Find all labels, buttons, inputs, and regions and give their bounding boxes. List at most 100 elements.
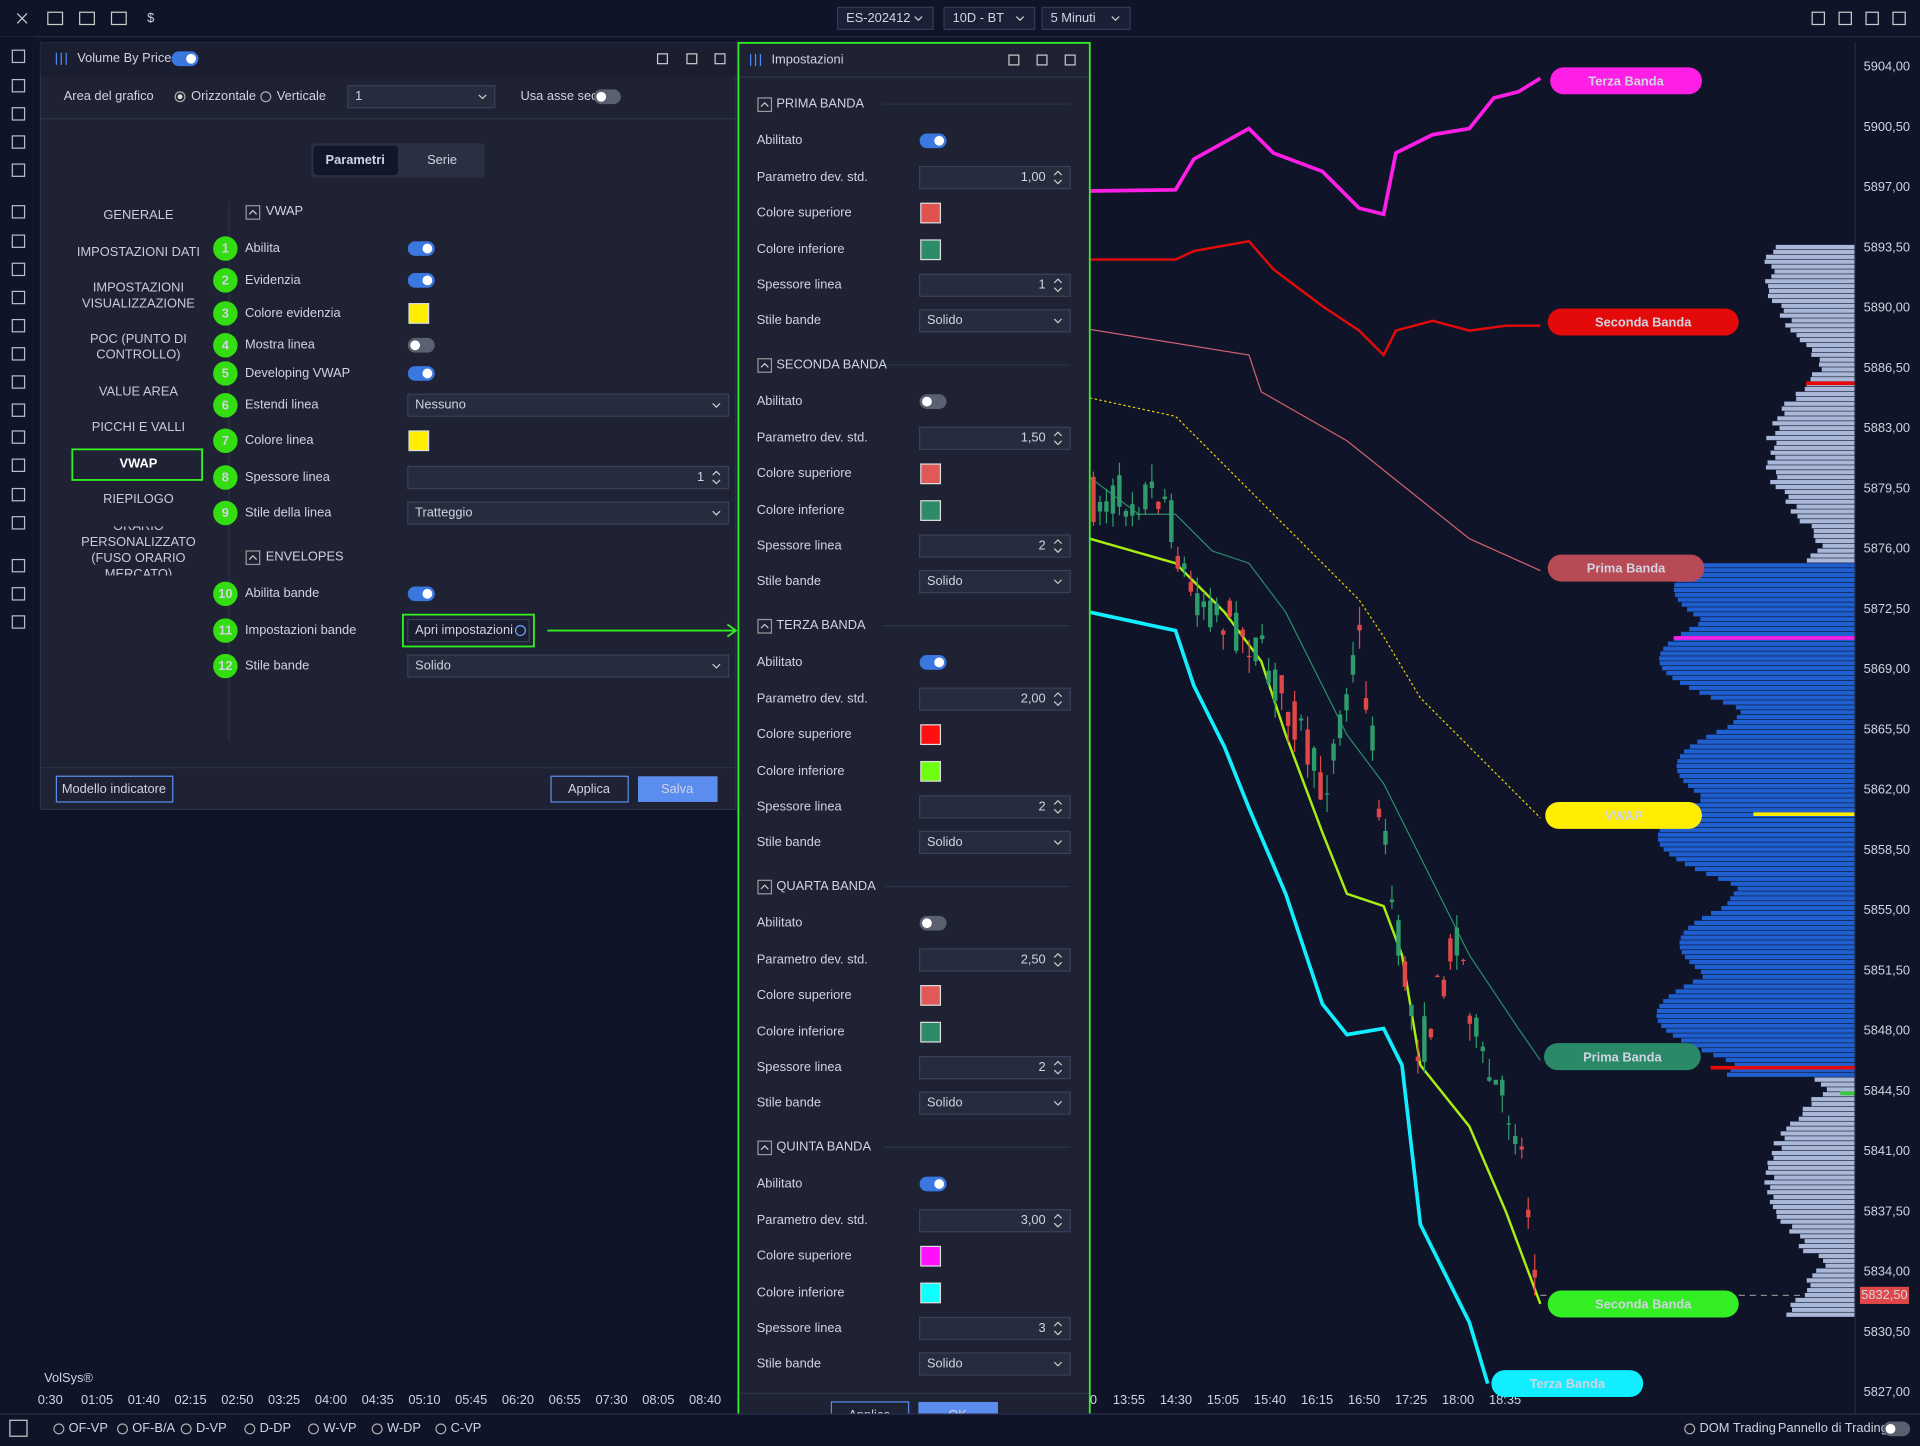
toggle[interactable] xyxy=(407,273,435,288)
window-control[interactable] xyxy=(686,53,698,65)
nav-label[interactable]: ORARIO PERSONALIZZATO (FUSO ORARIO MERCA… xyxy=(81,526,196,576)
nav-item[interactable]: IMPOSTAZIONI DATI xyxy=(65,228,212,277)
toggle[interactable] xyxy=(407,366,435,381)
color-swatch[interactable] xyxy=(920,463,942,485)
tool-icon[interactable] xyxy=(11,587,26,601)
nav-item[interactable]: PICCHI E VALLI xyxy=(65,403,212,452)
toggle[interactable] xyxy=(593,89,621,105)
window-control[interactable] xyxy=(714,53,726,65)
window-icon[interactable] xyxy=(1865,11,1879,26)
nav-label[interactable]: IMPOSTAZIONI DATI xyxy=(76,244,200,259)
nav-item[interactable]: RIEPILOGO xyxy=(65,475,212,524)
collapse-icon[interactable] xyxy=(757,618,773,634)
save-button[interactable] xyxy=(637,776,718,802)
nav-label[interactable]: VALUE AREA xyxy=(98,383,178,399)
toggle[interactable] xyxy=(407,241,435,256)
toggle[interactable] xyxy=(171,51,199,67)
tool-icon[interactable] xyxy=(11,558,26,573)
spinner[interactable]: 1 xyxy=(918,273,1071,297)
dropdown[interactable]: Solido xyxy=(918,569,1071,594)
nav-item[interactable]: POC (PUNTO DI CONTROLLO) xyxy=(65,323,212,372)
window-control[interactable] xyxy=(656,53,668,65)
tab-active[interactable] xyxy=(313,145,399,176)
dropdown[interactable]: Nessuno xyxy=(407,393,730,417)
dropdown[interactable]: 1 xyxy=(347,85,496,109)
radio[interactable] xyxy=(1684,1423,1696,1435)
tool-icon[interactable] xyxy=(11,262,26,277)
open-settings-button[interactable]: Apri impostazioni xyxy=(401,613,535,648)
radio[interactable] xyxy=(174,91,186,103)
apply-button[interactable] xyxy=(550,775,629,803)
dropdown[interactable]: Solido xyxy=(407,654,730,678)
toggle[interactable] xyxy=(407,337,435,353)
toolbar-dropdown[interactable]: ES-202412 xyxy=(836,6,934,30)
top-icon[interactable] xyxy=(79,11,95,26)
window-icon[interactable] xyxy=(1892,11,1906,26)
top-icon[interactable] xyxy=(110,11,127,26)
nav-label[interactable]: RIEPILOGO xyxy=(103,491,174,507)
top-icon[interactable] xyxy=(47,11,64,26)
tool-icon[interactable] xyxy=(11,135,26,149)
tool-icon[interactable] xyxy=(11,375,26,389)
color-swatch[interactable] xyxy=(920,760,942,782)
window-control[interactable] xyxy=(1036,54,1048,66)
toggle[interactable] xyxy=(1883,1421,1911,1437)
panel-icon[interactable] xyxy=(9,1419,28,1437)
radio[interactable] xyxy=(371,1423,383,1435)
nav-item[interactable]: ORARIO PERSONALIZZATO (FUSO ORARIO MERCA… xyxy=(65,526,212,575)
nav-label[interactable]: VWAP xyxy=(119,456,158,471)
radio[interactable] xyxy=(180,1423,192,1435)
tool-icon[interactable] xyxy=(11,615,26,629)
window-control[interactable] xyxy=(1064,54,1076,66)
radio[interactable] xyxy=(117,1423,129,1435)
nav-label[interactable]: GENERALE xyxy=(103,207,174,223)
dropdown[interactable]: Tratteggio xyxy=(407,501,730,525)
radio[interactable] xyxy=(260,91,272,103)
tool-icon[interactable] xyxy=(11,107,26,121)
nav-label[interactable]: PICCHI E VALLI xyxy=(91,419,186,435)
color-swatch[interactable] xyxy=(920,202,942,224)
spinner[interactable]: 2,00 xyxy=(918,687,1071,711)
tool-icon[interactable] xyxy=(11,403,26,417)
collapse-icon[interactable] xyxy=(245,205,261,220)
spinner[interactable]: 2 xyxy=(918,534,1071,558)
spinner[interactable]: 2 xyxy=(918,795,1071,819)
tool-icon[interactable] xyxy=(11,205,26,219)
spinner[interactable]: 1 xyxy=(407,465,730,490)
collapse-icon[interactable] xyxy=(757,879,773,895)
spinner[interactable]: 1,00 xyxy=(918,165,1071,190)
toggle[interactable] xyxy=(407,586,435,602)
nav-label[interactable]: POC (PUNTO DI CONTROLLO) xyxy=(89,331,187,363)
tool-icon[interactable] xyxy=(11,234,26,248)
toggle[interactable] xyxy=(919,915,947,931)
toolbar-dropdown[interactable]: 5 Minuti xyxy=(1041,6,1131,30)
toggle[interactable] xyxy=(919,655,947,670)
nav-item[interactable]: VALUE AREA xyxy=(65,367,212,416)
spinner[interactable]: 3,00 xyxy=(918,1209,1071,1233)
nav-item[interactable]: GENERALE xyxy=(65,191,212,240)
color-swatch[interactable] xyxy=(408,430,430,452)
dropdown[interactable]: Solido xyxy=(918,309,1071,333)
template-button[interactable] xyxy=(55,775,174,803)
tool-icon[interactable] xyxy=(11,347,26,361)
color-swatch[interactable] xyxy=(920,1021,942,1043)
color-swatch[interactable] xyxy=(920,500,942,521)
nav-item[interactable]: IMPOSTAZIONI VISUALIZZAZIONE xyxy=(65,272,212,321)
collapse-icon[interactable] xyxy=(757,358,773,373)
radio[interactable] xyxy=(435,1423,447,1435)
radio[interactable] xyxy=(244,1423,256,1435)
close-icon[interactable] xyxy=(16,13,28,24)
toolbar-dropdown[interactable]: 10D - BT xyxy=(943,6,1036,30)
tool-icon[interactable] xyxy=(11,487,26,502)
window-control[interactable] xyxy=(1008,54,1020,66)
nav-label[interactable]: IMPOSTAZIONI VISUALIZZAZIONE xyxy=(82,280,195,311)
color-swatch[interactable] xyxy=(920,724,942,746)
color-swatch[interactable] xyxy=(408,303,430,324)
tool-icon[interactable] xyxy=(11,318,26,333)
window-icon[interactable] xyxy=(1838,11,1852,26)
collapse-icon[interactable] xyxy=(245,550,261,566)
radio[interactable] xyxy=(308,1423,320,1435)
color-swatch[interactable] xyxy=(920,239,942,261)
nav-item[interactable]: VWAP xyxy=(65,440,212,489)
collapse-icon[interactable] xyxy=(757,1140,773,1156)
